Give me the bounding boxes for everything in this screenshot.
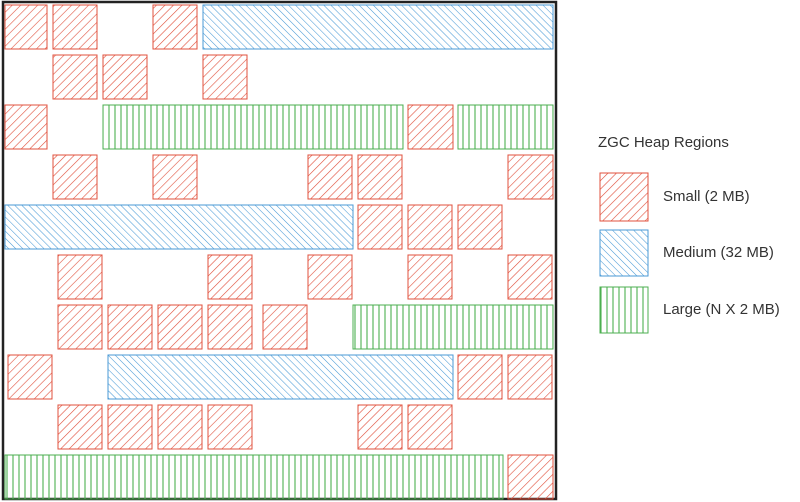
small-region bbox=[507, 454, 554, 500]
large-region bbox=[102, 104, 404, 150]
small-region bbox=[357, 404, 403, 450]
heap-regions bbox=[4, 4, 554, 500]
small-region bbox=[262, 304, 308, 350]
legend-label: Small (2 MB) bbox=[663, 188, 750, 205]
small-region bbox=[152, 154, 198, 200]
small-region bbox=[152, 4, 198, 50]
small-region bbox=[507, 354, 553, 400]
small-region bbox=[202, 54, 248, 100]
small-region bbox=[4, 104, 48, 150]
small-region bbox=[407, 104, 454, 150]
small-region bbox=[207, 404, 253, 450]
large-region bbox=[4, 454, 504, 500]
legend-title: ZGC Heap Regions bbox=[598, 134, 729, 151]
small-region bbox=[52, 54, 98, 100]
small-region bbox=[207, 304, 253, 350]
small-region bbox=[507, 154, 554, 200]
small-region bbox=[4, 4, 48, 50]
small-region bbox=[407, 404, 453, 450]
small-region bbox=[52, 154, 98, 200]
small-region bbox=[107, 404, 153, 450]
legend: ZGC Heap Regions Small (2 MB) Medium (32… bbox=[598, 134, 780, 334]
small-region bbox=[52, 4, 98, 50]
small-region bbox=[457, 354, 503, 400]
small-region bbox=[407, 204, 453, 250]
medium-region bbox=[4, 204, 354, 250]
legend-label: Medium (32 MB) bbox=[663, 244, 774, 261]
small-region bbox=[207, 254, 253, 300]
large-region bbox=[352, 304, 554, 350]
small-region bbox=[57, 404, 103, 450]
legend-swatch-large bbox=[599, 286, 649, 334]
small-region bbox=[357, 204, 403, 250]
small-region bbox=[457, 204, 503, 250]
small-region bbox=[307, 254, 353, 300]
medium-region bbox=[107, 354, 454, 400]
small-region bbox=[307, 154, 353, 200]
legend-label: Large (N X 2 MB) bbox=[663, 301, 780, 318]
large-region bbox=[457, 104, 554, 150]
legend-swatch-medium bbox=[599, 229, 649, 277]
small-region bbox=[57, 254, 103, 300]
small-region bbox=[157, 304, 203, 350]
medium-region bbox=[202, 4, 554, 50]
small-region bbox=[57, 304, 103, 350]
small-region bbox=[407, 254, 453, 300]
small-region bbox=[357, 154, 403, 200]
small-region bbox=[107, 304, 153, 350]
small-region bbox=[7, 354, 53, 400]
small-region bbox=[507, 254, 553, 300]
legend-swatch-small bbox=[599, 172, 649, 222]
small-region bbox=[102, 54, 148, 100]
small-region bbox=[157, 404, 203, 450]
